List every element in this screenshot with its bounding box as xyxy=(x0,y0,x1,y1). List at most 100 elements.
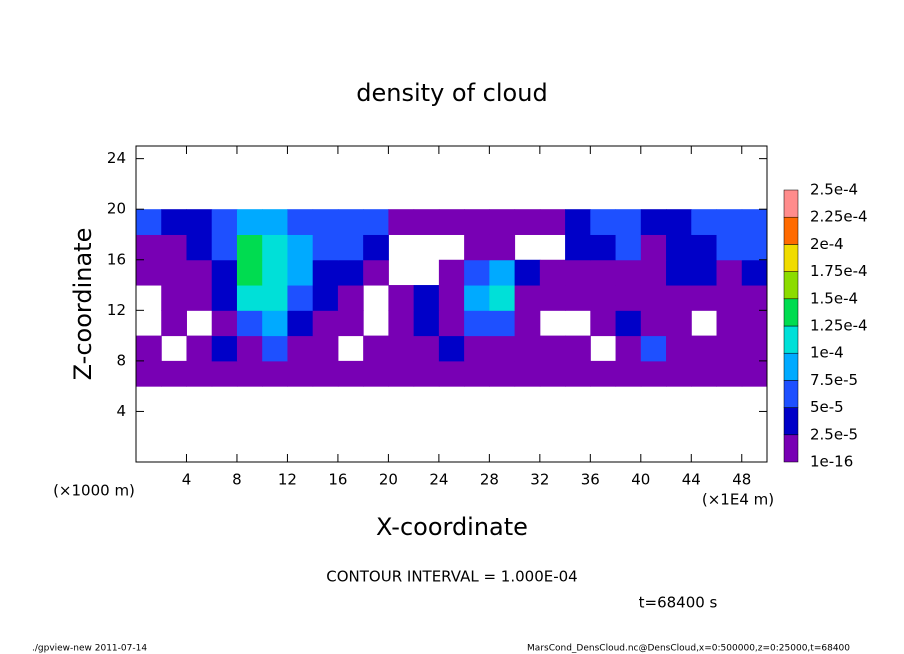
heat-cell xyxy=(640,360,667,387)
y-tick-label: 24 xyxy=(107,149,126,167)
heat-cell xyxy=(514,209,541,235)
colorbar-box xyxy=(783,216,799,245)
heat-cell xyxy=(741,310,768,337)
y-tick-label: 16 xyxy=(107,250,126,268)
heat-cell xyxy=(287,234,314,261)
footer-right: MarsCond_DensCloud.nc@DensCloud,x=0:5000… xyxy=(527,644,850,654)
heat-cell xyxy=(464,360,490,387)
heat-cell xyxy=(262,209,288,235)
heat-cell xyxy=(565,335,591,362)
heat-cell xyxy=(312,259,339,286)
heat-cell xyxy=(741,335,768,362)
heat-cell xyxy=(640,209,667,235)
x-tick-label: 16 xyxy=(328,471,347,489)
heat-cell xyxy=(615,259,642,286)
x-tick-label: 28 xyxy=(480,471,499,489)
footer-left: ./gpview-new 2011-07-14 xyxy=(32,644,147,654)
colorbar-label: 1.5e-4 xyxy=(810,289,858,307)
heat-cell xyxy=(640,285,667,311)
colorbar-box xyxy=(783,352,799,381)
x-tick-label: 40 xyxy=(631,471,650,489)
colorbar-label: 2e-4 xyxy=(810,235,844,253)
heat-cell xyxy=(161,310,187,337)
colorbar-box xyxy=(783,380,799,408)
heat-cell xyxy=(716,360,743,387)
heat-cell xyxy=(590,310,617,337)
heat-cell xyxy=(388,360,415,387)
heat-cell xyxy=(186,360,213,387)
x-axis-title: X-coordinate xyxy=(376,513,528,541)
heat-cell xyxy=(565,234,591,261)
heat-cell xyxy=(615,285,642,311)
heat-cell xyxy=(413,209,440,235)
heat-cell xyxy=(388,285,415,311)
heat-cell xyxy=(514,285,541,311)
colorbar-label: 5e-5 xyxy=(810,398,844,416)
x-tick-label: 4 xyxy=(182,471,192,489)
heat-cell xyxy=(539,335,566,362)
heat-cell xyxy=(161,234,187,261)
colorbar-label: 2.5e-4 xyxy=(810,181,858,199)
heat-cell xyxy=(337,209,364,235)
heat-cell xyxy=(337,360,364,387)
heat-cell xyxy=(312,335,339,362)
heat-cell xyxy=(489,234,516,261)
heat-cell xyxy=(666,259,692,286)
x-tick-label: 20 xyxy=(379,471,398,489)
heat-cell xyxy=(438,335,465,362)
heat-cell xyxy=(312,209,339,235)
heat-cell xyxy=(388,310,415,337)
x-tick-label: 8 xyxy=(232,471,242,489)
heat-cell xyxy=(312,360,339,387)
colorbar-box xyxy=(783,189,799,218)
x-tick-label: 48 xyxy=(732,471,751,489)
heat-cell xyxy=(464,209,490,235)
heat-cell xyxy=(741,234,768,261)
heat-cell xyxy=(161,360,187,387)
heat-cell xyxy=(565,360,591,387)
heat-cell xyxy=(590,360,617,387)
heat-cell xyxy=(236,209,263,235)
heat-cell xyxy=(590,259,617,286)
heat-cell xyxy=(489,310,516,337)
heat-cell xyxy=(337,285,364,311)
heat-cell xyxy=(287,335,314,362)
heat-cell xyxy=(211,259,238,286)
heat-cell xyxy=(489,209,516,235)
heat-cell xyxy=(640,335,667,362)
heat-cell xyxy=(666,335,692,362)
heat-cell xyxy=(489,360,516,387)
heat-cell xyxy=(691,360,718,387)
heat-cell xyxy=(161,209,187,235)
heat-cell xyxy=(489,335,516,362)
heat-cell xyxy=(615,335,642,362)
heat-cell xyxy=(287,259,314,286)
heat-cell xyxy=(615,360,642,387)
heat-cell xyxy=(262,234,288,261)
heat-cell xyxy=(539,285,566,311)
heat-cell xyxy=(211,209,238,235)
heat-cell xyxy=(236,310,263,337)
heat-cell xyxy=(716,335,743,362)
heat-cell xyxy=(262,259,288,286)
heat-cell xyxy=(211,285,238,311)
heat-cell xyxy=(640,234,667,261)
heat-cell xyxy=(716,234,743,261)
heat-cell xyxy=(236,360,263,387)
heat-cell xyxy=(287,360,314,387)
heat-cell xyxy=(136,259,162,286)
heat-cell xyxy=(741,285,768,311)
heat-cell xyxy=(186,234,213,261)
time-label: t=68400 s xyxy=(639,594,718,612)
heat-cell xyxy=(136,360,162,387)
heat-cell xyxy=(666,234,692,261)
heat-cell xyxy=(666,360,692,387)
heat-cell xyxy=(312,310,339,337)
x-tick-label: 32 xyxy=(530,471,549,489)
heat-cell xyxy=(388,335,415,362)
x-tick-label: 44 xyxy=(682,471,701,489)
heat-cell xyxy=(438,209,465,235)
heat-cell xyxy=(716,209,743,235)
heat-cell xyxy=(716,310,743,337)
heat-cell xyxy=(363,234,389,261)
